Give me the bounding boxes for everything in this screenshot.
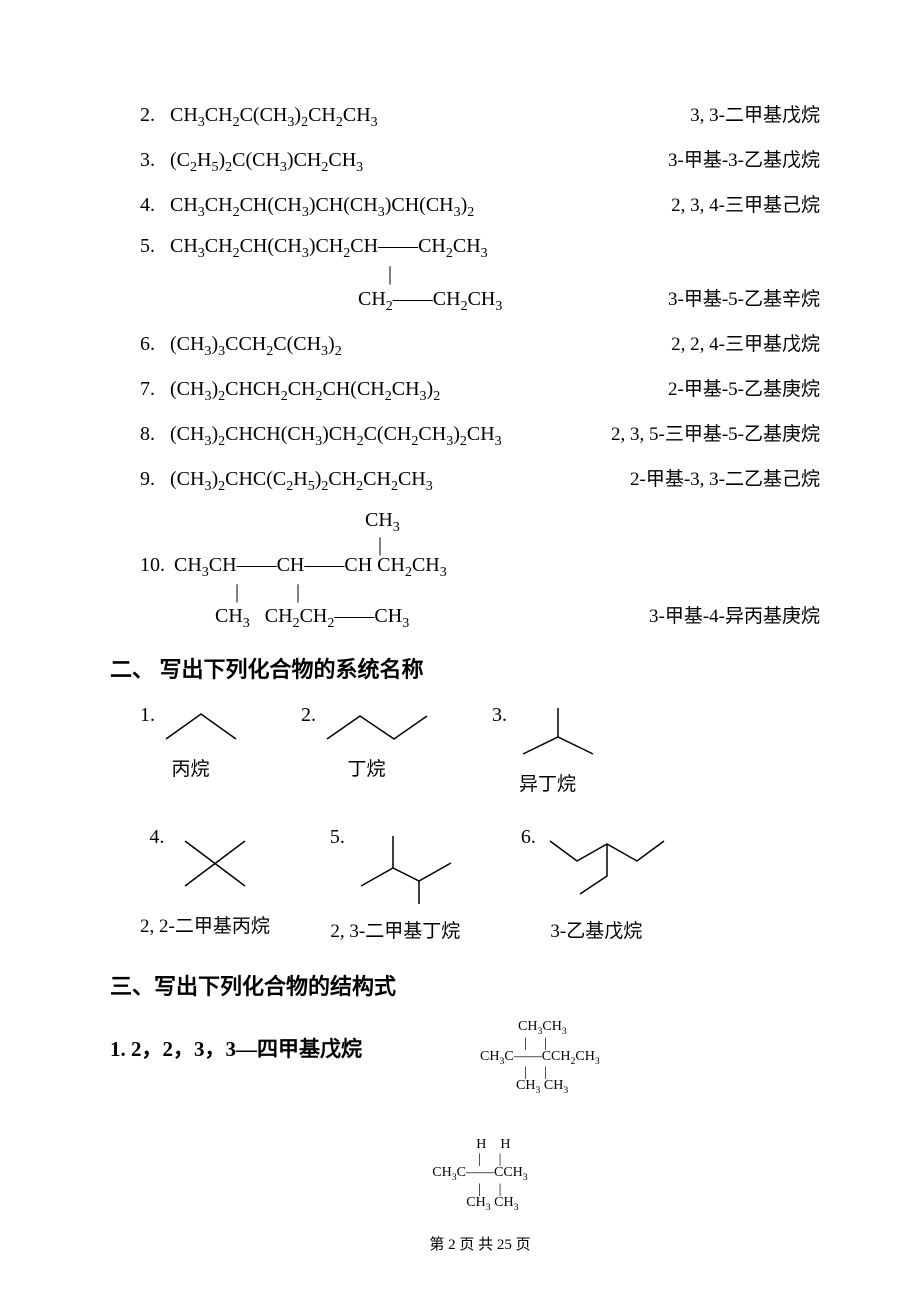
item-2-row: 2. CH3CH2C(CH3)2CH2CH3 3, 3-二甲基戊烷 [140, 100, 820, 131]
item-6-formula: (CH3)3CCH2C(CH3)2 [170, 333, 342, 360]
item-3-row: 3. (C2H5)2C(CH3)CH2CH3 3-甲基-3-乙基戊烷 [140, 145, 820, 176]
item-5-line2: CH2——CH2CH3 [358, 288, 502, 315]
item-8-answer: 2, 3, 5-三甲基-5-乙基庚烷 [599, 419, 820, 446]
item-3-formula: (C2H5)2C(CH3)CH2CH3 [170, 149, 363, 176]
sk6-label: 3-乙基戊烷 [550, 916, 642, 943]
item-3-number: 3. [140, 149, 170, 172]
item-4-row: 4. CH3CH2CH(CH3)CH(CH3)CH(CH3)2 2, 3, 4-… [140, 190, 820, 221]
skeletal-item-1: 1. 丙烷 [140, 704, 241, 796]
skeletal-item-6: 6. 3-乙基戊烷 [521, 826, 672, 943]
item-7-number: 7. [140, 378, 170, 401]
item-9-number: 9. [140, 468, 170, 491]
item-4-formula: CH3CH2CH(CH3)CH(CH3)CH(CH3)2 [170, 194, 474, 221]
sk2-label: 丁烷 [347, 754, 385, 781]
skeletal-row-1: 1. 丙烷 2. 丁烷 3. [140, 704, 820, 796]
dimethylbutane-skeletal-icon [351, 826, 461, 906]
sk4-label: 2, 2-二甲基丙烷 [140, 911, 270, 938]
item-2-number: 2. [140, 104, 170, 127]
sk3-number: 3. [492, 704, 507, 727]
item-10-block: CH3 | 10. CH3CH——CH——CH CH2CH3 || CH3 CH… [140, 509, 820, 632]
section-2-title: 二、 写出下列化合物的系统名称 [110, 652, 820, 684]
page-footer: 第 2 页 共 25 页 [140, 1233, 820, 1254]
butane-skeletal-icon [322, 704, 432, 744]
skeletal-item-4: 4. 2, 2-二甲基丙烷 [140, 826, 270, 943]
q1-structure: CH3CH3 | | CH3C——CCH2CH3 | | CH3 CH3 [480, 1019, 600, 1097]
item-4-answer: 2, 3, 4-三甲基己烷 [651, 190, 820, 217]
item-2-answer: 3, 3-二甲基戊烷 [610, 100, 820, 127]
sk1-label: 丙烷 [171, 754, 209, 781]
item-10-answer: 3-甲基-4-异丙基庚烷 [569, 601, 820, 628]
q2-structure: H H | | CH3C——CCH3 | | CH3 CH3 [432, 1137, 527, 1213]
item-9-answer: 2-甲基-3, 3-二乙基己烷 [580, 464, 820, 491]
skeletal-item-5: 5. 2, 3-二甲基丁烷 [330, 826, 461, 943]
item-9-row: 9. (CH3)2CHC(C2H5)2CH2CH2CH3 2-甲基-3, 3-二… [140, 464, 820, 495]
sk2-number: 2. [301, 704, 316, 727]
sk6-number: 6. [521, 826, 536, 849]
sk1-number: 1. [140, 704, 155, 727]
item-10-mid: CH3CH——CH——CH CH2CH3 [174, 554, 447, 581]
skeletal-item-2: 2. 丁烷 [301, 704, 432, 796]
page-content: 2. CH3CH2C(CH3)2CH2CH3 3, 3-二甲基戊烷 3. (C2… [0, 0, 920, 1294]
item-6-number: 6. [140, 333, 170, 356]
item-8-formula: (CH3)2CHCH(CH3)CH2C(CH2CH3)2CH3 [170, 423, 502, 450]
q2-structure-block: H H | | CH3C——CCH3 | | CH3 CH3 [140, 1137, 820, 1213]
propane-skeletal-icon [161, 704, 241, 744]
item-5-number: 5. [140, 235, 170, 258]
item-7-row: 7. (CH3)2CHCH2CH2CH(CH2CH3)2 2-甲基-5-乙基庚烷 [140, 374, 820, 405]
item-10-bot: CH3 CH2CH2——CH3 [215, 605, 409, 632]
section-3-title: 三、写出下列化合物的结构式 [110, 969, 820, 1001]
item-9-formula: (CH3)2CHC(C2H5)2CH2CH2CH3 [170, 468, 433, 495]
q1-text: 2，2，3，3—四甲基戊烷 [131, 1037, 362, 1061]
item-7-formula: (CH3)2CHCH2CH2CH(CH2CH3)2 [170, 378, 440, 405]
neopentane-skeletal-icon [170, 826, 260, 901]
item-10-number: 10. [140, 554, 174, 577]
item-3-answer: 3-甲基-3-乙基戊烷 [598, 145, 820, 172]
item-5-answer: 3-甲基-5-乙基辛烷 [648, 284, 820, 311]
item-6-answer: 2, 2, 4-三甲基戊烷 [571, 329, 820, 356]
isobutane-skeletal-icon [513, 704, 603, 759]
item-7-answer: 2-甲基-5-乙基庚烷 [628, 374, 820, 401]
item-5-block: 5. CH3CH2CH(CH3)CH2CH——CH2CH3 | CH2——CH2… [140, 235, 820, 315]
skeletal-row-2: 4. 2, 2-二甲基丙烷 5. 2, 3-二甲基丁烷 6. [140, 826, 820, 943]
section-3-q1: 1. 2，2，3，3—四甲基戊烷 [110, 1033, 450, 1063]
item-2-formula: CH3CH2C(CH3)2CH2CH3 [170, 104, 378, 131]
sk5-label: 2, 3-二甲基丁烷 [330, 916, 460, 943]
sk5-number: 5. [330, 826, 345, 849]
sk3-label: 异丁烷 [519, 769, 576, 796]
item-4-number: 4. [140, 194, 170, 217]
item-8-number: 8. [140, 423, 170, 446]
sk4-number: 4. [149, 826, 164, 849]
item-8-row: 8. (CH3)2CHCH(CH3)CH2C(CH2CH3)2CH3 2, 3,… [140, 419, 820, 450]
item-5-line1: CH3CH2CH(CH3)CH2CH——CH2CH3 [170, 235, 488, 262]
skeletal-item-3: 3. 异丁烷 [492, 704, 603, 796]
q1-number: 1. [110, 1037, 126, 1061]
section-3-q1-row: 1. 2，2，3，3—四甲基戊烷 CH3CH3 | | CH3C——CCH2CH… [140, 1019, 820, 1097]
item-6-row: 6. (CH3)3CCH2C(CH3)2 2, 2, 4-三甲基戊烷 [140, 329, 820, 360]
ethylpentane-skeletal-icon [542, 826, 672, 906]
